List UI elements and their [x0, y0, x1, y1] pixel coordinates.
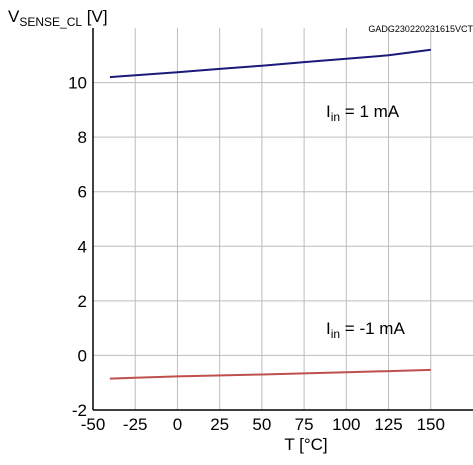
- series-line-0: [109, 48, 431, 79]
- y-axis-label: VSENSE_CL [V]: [8, 7, 108, 29]
- series-line-1: [109, 368, 431, 380]
- y-tick-label-0: 0: [78, 346, 87, 365]
- axes: [92, 28, 473, 411]
- y-tick-label-6: 6: [78, 183, 87, 202]
- x-tick-label-100: 100: [332, 415, 360, 434]
- x-tick-label--50: -50: [81, 415, 106, 434]
- y-tick-labels: -2 0 2 4 6 8 10: [68, 74, 87, 420]
- x-tick-label-0: 0: [173, 415, 182, 434]
- y-tick-label-4: 4: [78, 237, 87, 256]
- grid-lines: [92, 28, 473, 411]
- x-tick-label-25: 25: [210, 415, 229, 434]
- x-tick-label-50: 50: [252, 415, 271, 434]
- x-tick-labels: -50 -25 0 25 50 75 100 125 150: [81, 415, 445, 434]
- y-tick-label-8: 8: [78, 128, 87, 147]
- y-tick-label-2: 2: [78, 292, 87, 311]
- series-label-minus1ma: Iin = -1 mA: [326, 319, 405, 341]
- x-axis-label: T [°C]: [284, 435, 327, 454]
- figure-id: GADG230220231615VCT: [368, 24, 473, 34]
- x-tick-label-150: 150: [417, 415, 445, 434]
- series-label-1ma: Iin = 1 mA: [326, 102, 400, 124]
- x-tick-label-75: 75: [295, 415, 314, 434]
- y-tick-label-10: 10: [68, 74, 87, 93]
- x-tick-label-125: 125: [374, 415, 402, 434]
- y-tick-label--2: -2: [72, 401, 87, 420]
- x-tick-label--25: -25: [123, 415, 148, 434]
- series-lines: [109, 48, 431, 380]
